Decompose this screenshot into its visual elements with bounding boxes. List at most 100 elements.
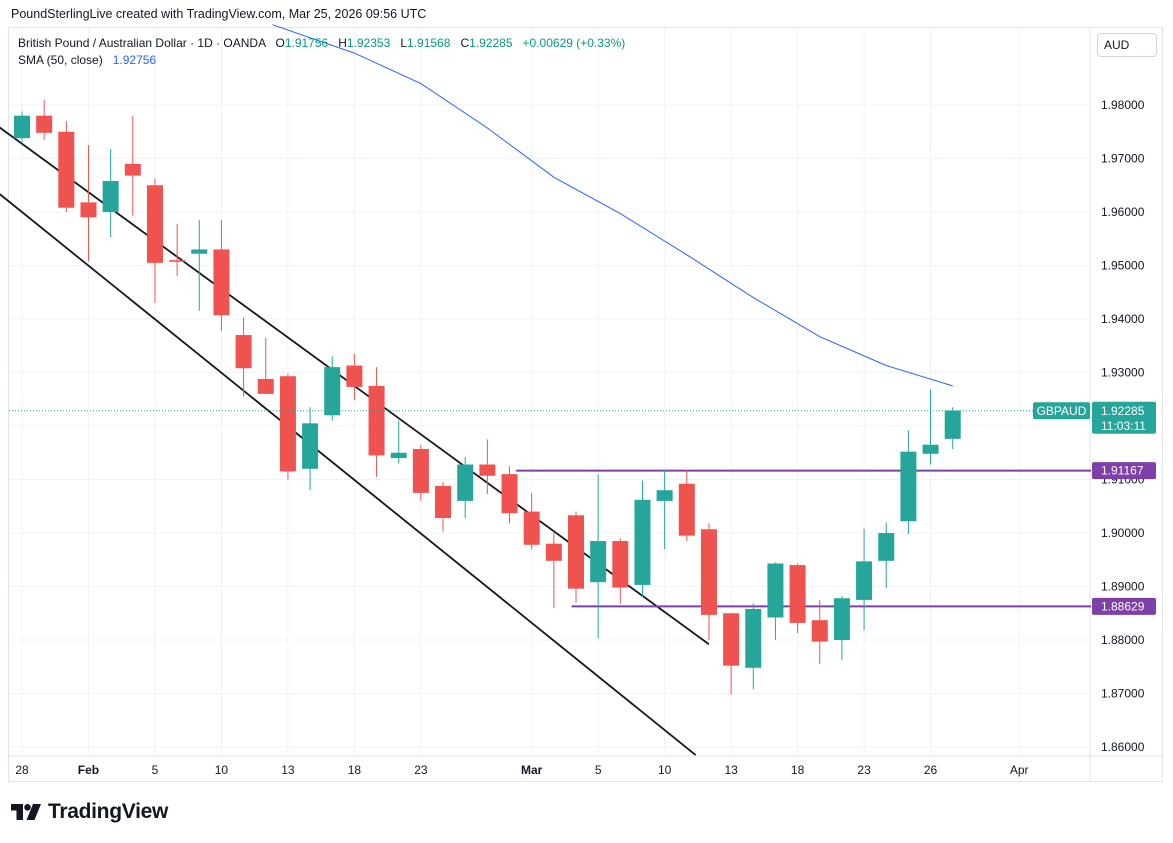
candle-body	[590, 541, 607, 583]
price-tick-label: 1.90000	[1101, 526, 1145, 540]
price-axis: 1.98000 1.97000 1.96000 1.95000 1.94000 1.930…	[1101, 98, 1145, 754]
candle-body	[58, 131, 75, 208]
candle[interactable]	[545, 531, 562, 608]
candle-body	[767, 563, 784, 618]
candles	[14, 99, 961, 695]
candle-body	[146, 185, 163, 263]
candle[interactable]	[235, 317, 252, 397]
candle-body	[479, 464, 496, 476]
candle[interactable]	[789, 563, 806, 634]
candle-body	[368, 385, 385, 456]
candle[interactable]	[36, 99, 53, 140]
chart-frame	[8, 27, 1163, 782]
price-tick-label: 1.87000	[1101, 687, 1145, 701]
candle[interactable]	[878, 522, 895, 589]
candle[interactable]	[368, 367, 385, 477]
candle-body	[811, 620, 828, 642]
candle-body	[944, 410, 961, 439]
candle[interactable]	[944, 407, 961, 450]
level-price-label: 1.88629	[1101, 599, 1145, 613]
candle[interactable]	[767, 562, 784, 640]
candle[interactable]	[435, 482, 452, 532]
sma-label[interactable]: SMA (50, close)	[18, 53, 103, 67]
time-tick-label: Feb	[78, 763, 99, 777]
candle[interactable]	[634, 480, 651, 598]
candle-body	[678, 483, 695, 536]
candle[interactable]	[390, 420, 407, 464]
candle[interactable]	[302, 407, 319, 491]
time-tick-label: 13	[281, 763, 295, 777]
channel-line	[0, 193, 697, 756]
candle-body	[634, 499, 651, 585]
time-tick-label: 5	[152, 763, 159, 777]
price-tick-label: 1.89000	[1101, 580, 1145, 594]
grid	[9, 28, 1089, 755]
candle-body	[102, 180, 119, 212]
currency-selector[interactable]: AUD	[1097, 33, 1157, 57]
candle-body	[14, 115, 30, 139]
candle[interactable]	[213, 220, 230, 331]
level-price-tag	[1092, 597, 1156, 615]
candle-body	[501, 474, 518, 514]
candle[interactable]	[412, 444, 429, 501]
candle[interactable]	[191, 220, 208, 311]
candle[interactable]	[257, 337, 274, 394]
bar-countdown-label: 11:03:11	[1101, 419, 1146, 433]
low-label: L	[400, 36, 408, 50]
sma-legend: SMA (50, close) 1.92756	[18, 53, 156, 67]
high-label: H	[338, 36, 347, 50]
candle[interactable]	[14, 111, 30, 144]
candle[interactable]	[169, 223, 186, 277]
candle[interactable]	[922, 389, 939, 465]
candle[interactable]	[833, 596, 850, 661]
ohlc-legend: British Pound / Australian Dollar · 1D ·…	[18, 36, 625, 50]
price-tick-label: 1.93000	[1101, 366, 1145, 380]
candle-body	[324, 367, 341, 416]
candle-body	[568, 515, 584, 589]
candle[interactable]	[80, 145, 97, 262]
candle[interactable]	[146, 178, 163, 303]
price-tick-label: 1.86000	[1101, 740, 1145, 754]
candle[interactable]	[723, 613, 740, 695]
change-value: +0.00629 (+0.33%)	[522, 36, 626, 50]
candle[interactable]	[58, 121, 75, 212]
close-value: 1.92285	[469, 36, 513, 50]
horizontal-levels: 1.91167 1.88629	[516, 462, 1156, 615]
price-tick-label: 1.96000	[1101, 205, 1145, 219]
candle[interactable]	[568, 511, 584, 603]
price-tick-label: 1.88000	[1101, 633, 1145, 647]
close-label: C	[460, 36, 470, 50]
candle[interactable]	[678, 469, 695, 542]
sma-value: 1.92756	[112, 53, 157, 67]
candle[interactable]	[612, 538, 629, 604]
time-tick-label: 18	[348, 763, 362, 777]
candle[interactable]	[700, 523, 717, 640]
candle-body	[789, 565, 806, 623]
candle[interactable]	[124, 115, 141, 216]
candle-body	[922, 444, 939, 454]
level-price-tag	[1092, 462, 1156, 480]
candle[interactable]	[856, 528, 873, 631]
candle[interactable]	[324, 356, 341, 421]
price-tick-label: 1.94000	[1101, 312, 1145, 326]
sma-layer	[272, 24, 953, 387]
candle[interactable]	[590, 474, 607, 639]
level-price-label: 1.91167	[1101, 464, 1144, 478]
tradingview-logo[interactable]: TradingView	[11, 800, 168, 824]
candle[interactable]	[811, 599, 828, 665]
candle[interactable]	[102, 148, 119, 238]
candle[interactable]	[479, 439, 496, 494]
candle[interactable]	[745, 603, 762, 690]
candle[interactable]	[457, 457, 474, 519]
time-tick-label: Apr	[1010, 763, 1029, 777]
symbol-title[interactable]: British Pound / Australian Dollar · 1D ·…	[18, 36, 266, 50]
candle[interactable]	[900, 430, 917, 535]
candle[interactable]	[279, 373, 296, 480]
candle[interactable]	[656, 469, 673, 550]
candle[interactable]	[501, 466, 518, 524]
chart-attribution: PoundSterlingLive created with TradingVi…	[11, 7, 427, 21]
candle-body	[191, 249, 208, 254]
candle[interactable]	[346, 353, 363, 401]
candle[interactable]	[523, 492, 540, 550]
